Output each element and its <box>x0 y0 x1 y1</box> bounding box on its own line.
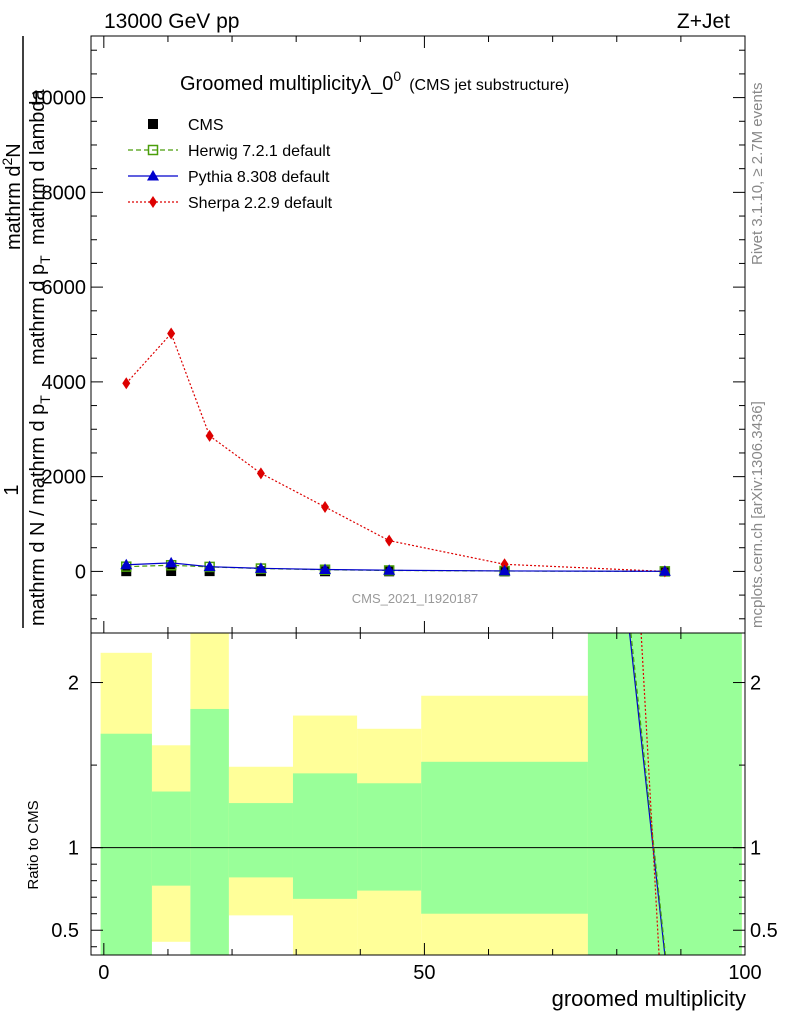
x-axis-label: groomed multiplicity <box>552 986 746 1011</box>
point-pythia <box>658 565 671 576</box>
point-sherpa <box>321 500 330 513</box>
lower-ytick-label: 2 <box>68 673 79 695</box>
legend-label: Sherpa 2.2.9 default <box>188 195 333 212</box>
lower-ytick-label-right: 1 <box>750 838 761 860</box>
analysis-watermark: CMS_2021_I1920187 <box>352 591 479 606</box>
ylabel-numerator-lambda: mathrm d lambda <box>27 89 49 245</box>
upper-ytick-label: 8000 <box>42 182 87 204</box>
point-sherpa <box>385 534 394 547</box>
lower-ylabel: Ratio to CMS <box>25 800 42 889</box>
band-green-2 <box>190 708 229 955</box>
ylabel-numerator-pt: mathrm d pT <box>27 255 53 365</box>
legend-item-cms: CMS <box>148 117 224 134</box>
line-sherpa <box>125 332 665 573</box>
legend-label: Pythia 8.308 default <box>188 169 330 186</box>
xtick-label: 50 <box>413 962 435 984</box>
rivet-label: Rivet 3.1.10, ≥ 2.7M events <box>749 83 766 266</box>
point-sherpa <box>122 377 131 390</box>
band-green-4 <box>292 773 358 899</box>
ratio-line-pythia <box>628 633 666 955</box>
upper-ytick-label: 2000 <box>42 467 87 489</box>
header-left: 13000 GeV pp <box>104 10 239 33</box>
point-pythia <box>165 556 178 568</box>
legend-marker <box>147 144 159 156</box>
ratio-bands <box>91 633 745 955</box>
lower-ytick-label-right: 0.5 <box>750 920 778 942</box>
band-green-7 <box>587 633 742 955</box>
line-herwig <box>126 564 665 572</box>
legend-label: Herwig 7.2.1 default <box>188 143 331 160</box>
upper-ytick-label: 6000 <box>42 277 87 299</box>
point-sherpa <box>167 327 176 340</box>
lower-frame <box>90 632 746 956</box>
legend-item-pythia: Pythia 8.308 default <box>128 169 330 186</box>
band-green-0 <box>100 733 152 955</box>
mcplots-label: mcplots.cern.ch [arXiv:1306.3436] <box>749 401 766 628</box>
legend-item-herwig: Herwig 7.2.1 default <box>128 143 331 160</box>
series-pythia <box>120 556 671 576</box>
ylabel-numerator-d: mathrm d2N <box>0 143 25 250</box>
legend-item-sherpa: Sherpa 2.2.9 default <box>128 195 333 212</box>
point-pythia <box>498 564 511 576</box>
band-green-5 <box>357 783 422 891</box>
upper-panel: 0 2000 4000 6000 8000 10000 <box>30 35 746 634</box>
plot-title: Groomed multiplicityλ_00(CMS jet substru… <box>180 68 569 95</box>
point-sherpa <box>205 429 214 442</box>
point-pythia <box>383 564 396 575</box>
point-pythia <box>203 560 216 572</box>
series-sherpa <box>122 327 669 578</box>
header-right: Z+Jet <box>677 10 730 33</box>
upper-ytick-label: 4000 <box>42 372 87 394</box>
legend-marker <box>147 170 159 181</box>
legend-label: CMS <box>188 117 224 134</box>
upper-ylabel: 1 mathrm d N / mathrm d pT mathrm d2N ma… <box>0 36 53 628</box>
band-green-6 <box>421 761 588 914</box>
upper-ytick-label: 0 <box>75 561 86 583</box>
ratio-line-sherpa <box>640 633 660 955</box>
xtick-label: 0 <box>98 962 109 984</box>
point-pythia <box>120 558 133 570</box>
legend-marker <box>148 119 158 129</box>
point-sherpa <box>256 467 265 480</box>
point-pythia <box>319 563 332 575</box>
line-pythia <box>126 562 665 572</box>
point-sherpa <box>500 558 509 571</box>
lower-ytick-label-right: 2 <box>750 673 761 695</box>
ratio-line-herwig <box>630 633 667 955</box>
ylabel-one: 1 <box>1 484 23 495</box>
legend: CMS Herwig 7.2.1 default Pythia 8.308 defa… <box>128 117 333 212</box>
point-pythia <box>254 562 267 573</box>
legend-marker <box>149 196 157 208</box>
band-green-1 <box>151 791 191 886</box>
ratio-panel: 0.5 0.5 1 1 2 2 0 50 100 <box>51 632 778 984</box>
ylabel-denominator: mathrm d N / mathrm d pT <box>27 395 53 626</box>
point-cms <box>166 566 177 577</box>
band-green-3 <box>228 803 293 878</box>
lower-ytick-label: 1 <box>68 838 79 860</box>
upper-ytick-label: 10000 <box>30 88 86 110</box>
xtick-label: 100 <box>728 962 761 984</box>
lower-ytick-label: 0.5 <box>51 920 79 942</box>
